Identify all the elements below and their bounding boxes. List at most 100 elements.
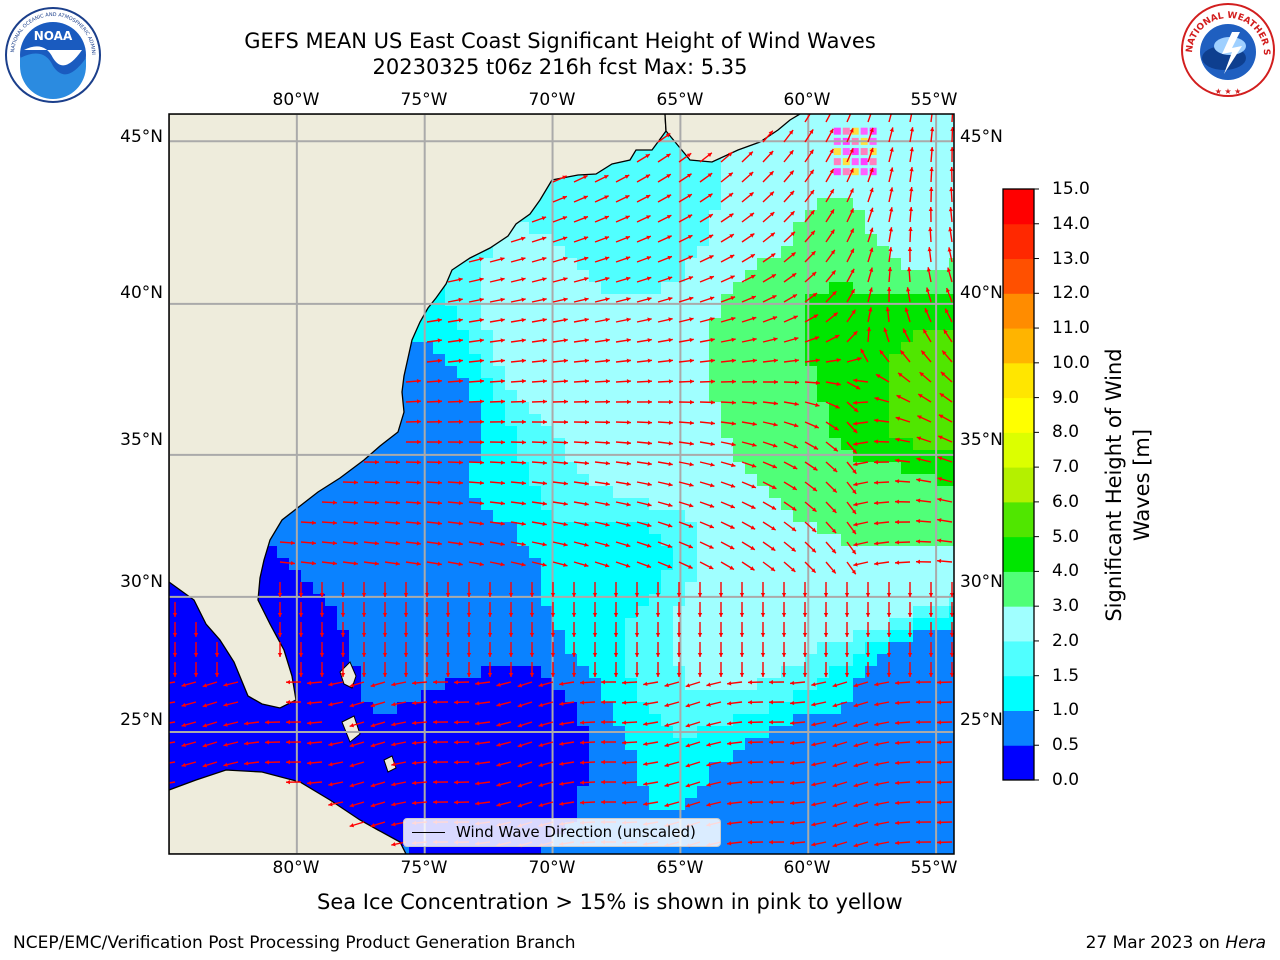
- field-cell: [601, 714, 614, 727]
- field-cell: [853, 390, 866, 403]
- field-cell: [673, 282, 686, 295]
- field-cell: [529, 306, 542, 319]
- field-cell: [733, 354, 746, 367]
- field-cell: [409, 618, 422, 631]
- field-cell: [445, 342, 458, 355]
- field-cell: [541, 570, 554, 583]
- wave-direction-arrow: [432, 779, 449, 785]
- field-cell: [625, 210, 638, 223]
- field-cell: [769, 462, 782, 475]
- field-cell: [757, 450, 770, 463]
- field-cell: [445, 450, 458, 463]
- field-cell: [421, 750, 434, 763]
- wave-direction-arrow: [382, 622, 388, 637]
- field-cell: [301, 606, 314, 619]
- field-cell: [829, 282, 842, 295]
- field-cell: [733, 474, 746, 487]
- field-cell: [769, 234, 782, 247]
- wave-direction-arrow: [405, 541, 421, 546]
- field-cell: [265, 594, 278, 607]
- wave-direction-arrow: [172, 602, 178, 617]
- field-cell: [613, 642, 626, 655]
- field-cell: [421, 786, 434, 799]
- field-cell: [865, 402, 878, 415]
- field-cell: [217, 666, 230, 679]
- field-cell: [433, 750, 446, 763]
- wave-direction-arrow: [285, 779, 302, 785]
- wave-direction-arrow: [487, 622, 493, 637]
- field-cell: [529, 570, 542, 583]
- wave-direction-arrow: [489, 257, 505, 263]
- field-cell: [433, 714, 446, 727]
- field-cell: [805, 342, 818, 355]
- field-cell: [397, 534, 410, 547]
- field-cell: [421, 570, 434, 583]
- field-cell: [721, 414, 734, 427]
- field-cell: [721, 810, 734, 823]
- field-cell: [697, 510, 710, 523]
- field-cell: [793, 318, 806, 331]
- field-cell: [649, 702, 662, 715]
- field-cell: [697, 630, 710, 643]
- wave-direction-arrow: [496, 781, 512, 787]
- field-cell: [625, 522, 638, 535]
- field-cell: [565, 750, 578, 763]
- field-cell: [889, 714, 902, 727]
- field-cell: [397, 738, 410, 751]
- field-cell: [265, 582, 278, 595]
- wave-direction-arrow: [445, 662, 451, 677]
- field-cell: [361, 594, 374, 607]
- field-cell: [769, 186, 782, 199]
- field-cell: [673, 462, 686, 475]
- field-cell: [481, 618, 494, 631]
- field-cell: [421, 738, 434, 751]
- field-cell: [469, 666, 482, 679]
- wave-direction-arrow: [426, 561, 442, 566]
- field-cell: [889, 558, 902, 571]
- field-cell: [469, 642, 482, 655]
- field-cell: [589, 510, 602, 523]
- field-cell: [925, 366, 938, 379]
- field-cell: [565, 486, 578, 499]
- field-cell: [325, 558, 338, 571]
- wave-direction-arrow: [453, 800, 470, 805]
- wave-direction-arrow: [466, 602, 472, 617]
- field-cell: [505, 366, 518, 379]
- field-cell: [901, 522, 914, 535]
- field-cell: [541, 630, 554, 643]
- field-cell: [541, 750, 554, 763]
- field-cell: [625, 618, 638, 631]
- field-cell: [769, 282, 782, 295]
- wave-direction-arrow: [510, 297, 526, 303]
- wave-direction-arrow: [510, 338, 526, 343]
- field-cell: [481, 522, 494, 535]
- wave-direction-arrow: [487, 642, 493, 657]
- field-cell: [865, 534, 878, 547]
- field-cell: [673, 402, 686, 415]
- field-cell: [817, 822, 830, 835]
- field-cell: [949, 438, 954, 451]
- field-cell: [505, 246, 518, 259]
- field-cell: [733, 774, 746, 787]
- field-cell: [901, 222, 914, 235]
- field-cell: [733, 174, 746, 187]
- field-cell: [493, 846, 506, 854]
- field-cell: [505, 690, 518, 703]
- field-cell: [745, 222, 758, 235]
- field-cell: [505, 234, 518, 247]
- field-cell: [709, 606, 722, 619]
- field-cell: [697, 186, 710, 199]
- field-cell: [865, 618, 878, 631]
- field-cell: [337, 486, 350, 499]
- field-cell: [577, 762, 590, 775]
- field-cell: [721, 198, 734, 211]
- field-cell: [517, 366, 530, 379]
- wave-direction-arrow: [552, 501, 568, 506]
- field-cell: [553, 390, 566, 403]
- field-cell: [649, 270, 662, 283]
- field-cell: [385, 438, 398, 451]
- wave-direction-arrow: [445, 622, 451, 637]
- wave-direction-arrow: [531, 277, 547, 283]
- field-cell: [733, 150, 746, 163]
- wave-direction-arrow: [531, 297, 547, 303]
